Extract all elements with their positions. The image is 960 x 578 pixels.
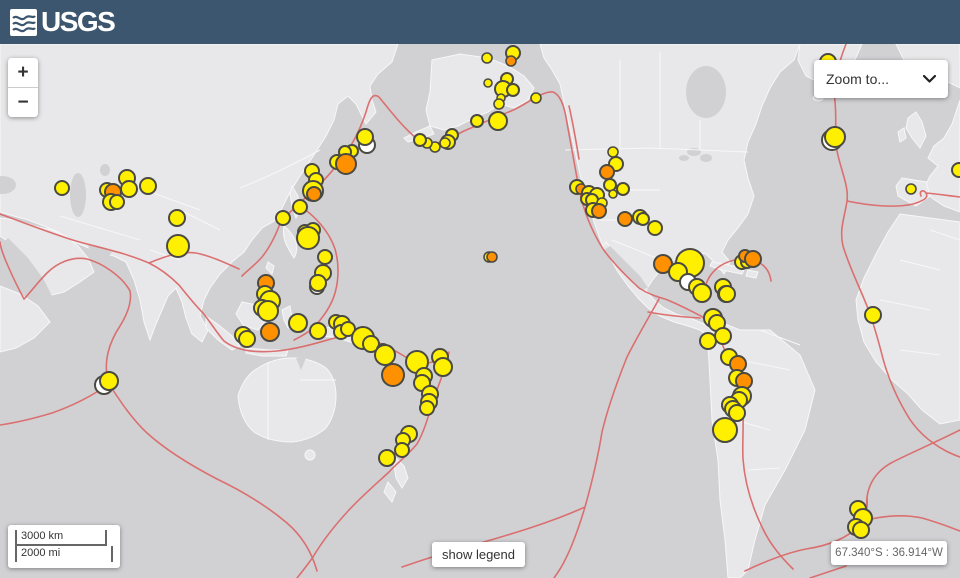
earthquake-marker[interactable] <box>433 357 453 377</box>
earthquake-marker[interactable] <box>238 330 256 348</box>
earthquake-marker[interactable] <box>340 321 356 337</box>
earthquake-marker[interactable] <box>288 313 308 333</box>
earthquake-marker[interactable] <box>257 300 279 322</box>
earthquake-marker[interactable] <box>381 363 405 387</box>
earthquake-marker[interactable] <box>852 521 870 539</box>
earthquake-marker[interactable] <box>488 111 508 131</box>
earthquake-marker[interactable] <box>647 220 663 236</box>
usgs-header: USGS <box>0 0 960 44</box>
earthquake-marker[interactable] <box>394 442 410 458</box>
usgs-logo-text: USGS <box>41 6 116 37</box>
earthquake-marker[interactable] <box>275 210 291 226</box>
zoom-in-button[interactable]: + <box>8 58 38 88</box>
usgs-wave-icon <box>10 8 37 36</box>
earthquake-marker[interactable] <box>905 183 917 195</box>
earthquake-marker[interactable] <box>139 177 157 195</box>
earthquake-marker[interactable] <box>99 371 119 391</box>
earthquake-marker[interactable] <box>292 199 308 215</box>
earthquake-marker[interactable] <box>616 182 630 196</box>
earthquake-marker[interactable] <box>374 344 396 366</box>
earthquake-marker[interactable] <box>419 400 435 416</box>
earthquake-marker[interactable] <box>54 180 70 196</box>
earthquake-marker[interactable] <box>166 234 190 258</box>
lakes <box>0 66 726 370</box>
earthquake-marker[interactable] <box>296 226 320 250</box>
earthquake-marker[interactable] <box>335 153 357 175</box>
earthquake-marker[interactable] <box>728 404 746 422</box>
earthquake-marker[interactable] <box>168 209 186 227</box>
earthquake-marker[interactable] <box>603 178 617 192</box>
chevron-down-icon <box>923 75 936 83</box>
usgs-logo[interactable]: USGS <box>10 6 116 37</box>
zoom-to-dropdown[interactable]: Zoom to... <box>814 60 948 98</box>
earthquake-marker[interactable] <box>607 146 619 158</box>
earthquake-marker[interactable] <box>356 128 374 146</box>
earthquake-marker[interactable] <box>309 274 327 292</box>
earthquake-marker[interactable] <box>378 449 396 467</box>
earthquake-marker[interactable] <box>493 98 505 110</box>
earthquake-marker[interactable] <box>699 332 717 350</box>
earthquake-markers <box>54 45 960 539</box>
earthquake-marker[interactable] <box>470 114 484 128</box>
earthquake-marker[interactable] <box>636 212 650 226</box>
earthquake-marker[interactable] <box>413 133 427 147</box>
earthquake-marker[interactable] <box>309 322 327 340</box>
scale-bar: 3000 km 2000 mi <box>8 525 120 568</box>
earthquake-marker[interactable] <box>599 164 615 180</box>
earthquake-marker[interactable] <box>692 283 712 303</box>
earthquake-marker[interactable] <box>120 180 138 198</box>
map-zoom-control: + − <box>8 58 38 117</box>
earthquake-marker[interactable] <box>317 249 333 265</box>
earthquake-marker[interactable] <box>591 203 607 219</box>
zoom-out-button[interactable]: − <box>8 88 38 117</box>
earthquake-marker[interactable] <box>744 250 762 268</box>
cursor-coordinates: 67.340°S : 36.914°W <box>831 541 947 565</box>
earthquake-marker[interactable] <box>506 83 520 97</box>
earthquake-marker[interactable] <box>530 92 542 104</box>
earthquake-marker[interactable] <box>362 335 380 353</box>
earthquake-marker[interactable] <box>714 327 732 345</box>
earthquake-marker[interactable] <box>481 52 493 64</box>
earthquake-marker[interactable] <box>617 211 633 227</box>
zoom-to-label: Zoom to... <box>826 71 890 87</box>
earthquake-marker[interactable] <box>608 189 618 199</box>
earthquake-marker[interactable] <box>718 285 736 303</box>
earthquake-marker[interactable] <box>483 78 493 88</box>
earthquake-marker[interactable] <box>109 194 125 210</box>
earthquake-marker[interactable] <box>864 306 882 324</box>
earthquake-marker[interactable] <box>260 322 280 342</box>
scale-mi: 2000 mi <box>15 546 113 562</box>
show-legend-button[interactable]: show legend <box>432 542 525 567</box>
scale-km: 3000 km <box>15 530 107 546</box>
earthquake-marker[interactable] <box>951 162 960 178</box>
earthquake-marker[interactable] <box>439 137 451 149</box>
earthquake-marker[interactable] <box>505 55 517 67</box>
earthquake-marker[interactable] <box>306 186 322 202</box>
earthquake-marker[interactable] <box>712 417 738 443</box>
earthquake-marker[interactable] <box>486 251 498 263</box>
earthquake-marker[interactable] <box>824 126 846 148</box>
